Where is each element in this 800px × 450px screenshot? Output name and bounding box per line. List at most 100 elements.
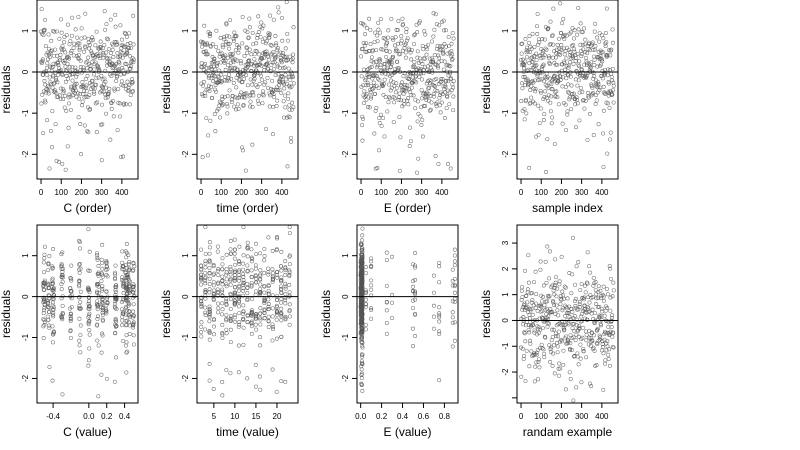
data-point (411, 289, 415, 294)
data-point (43, 100, 48, 105)
data-point (606, 81, 611, 86)
data-point (99, 158, 104, 163)
data-point (260, 39, 265, 44)
data-point (264, 49, 269, 54)
data-point (606, 93, 611, 98)
data-point (557, 36, 561, 41)
data-point (103, 96, 108, 100)
data-point (279, 58, 284, 63)
data-point (262, 246, 267, 251)
data-point (93, 60, 98, 65)
data-point (86, 306, 91, 311)
data-point (597, 31, 602, 36)
data-point (562, 36, 567, 41)
data-point (359, 328, 364, 333)
data-point (43, 44, 48, 49)
data-point (42, 306, 47, 311)
data-point (126, 261, 131, 266)
data-point (369, 256, 374, 261)
data-point (609, 315, 614, 320)
data-point (237, 285, 242, 290)
data-point (279, 268, 284, 273)
data-point (553, 257, 558, 262)
data-point (88, 66, 93, 71)
data-point (538, 88, 543, 93)
data-point (238, 58, 243, 63)
data-point (218, 52, 223, 57)
x-tick-label: 100 (535, 412, 549, 421)
data-point (52, 29, 57, 34)
data-point (68, 328, 73, 333)
data-point (232, 301, 237, 306)
data-point (78, 333, 83, 338)
data-point (566, 322, 571, 327)
data-point (108, 17, 113, 22)
data-point (547, 343, 552, 348)
data-point (569, 83, 574, 88)
data-point (120, 55, 125, 60)
data-point (524, 97, 529, 102)
data-point (288, 135, 293, 140)
data-point (255, 36, 260, 41)
data-point (234, 85, 239, 90)
data-point (229, 52, 234, 57)
data-point (452, 283, 457, 288)
data-point (602, 294, 607, 299)
data-point (529, 349, 534, 354)
data-point (436, 65, 440, 70)
data-point (605, 305, 610, 310)
data-point (265, 75, 270, 80)
data-point (369, 308, 374, 313)
data-point (607, 105, 612, 110)
data-point (368, 87, 373, 92)
x-tick-label: 300 (255, 188, 269, 197)
data-point (67, 56, 72, 61)
data-point (448, 64, 453, 69)
data-point (224, 33, 229, 38)
data-point (411, 344, 415, 349)
data-point (548, 100, 553, 105)
data-point (59, 263, 64, 268)
data-point (597, 333, 602, 338)
data-point (592, 29, 597, 34)
data-point (560, 75, 565, 80)
data-point (263, 41, 268, 46)
data-point (100, 312, 105, 317)
data-point (263, 80, 268, 85)
data-point (387, 61, 392, 65)
data-point (100, 300, 105, 305)
data-point (556, 366, 561, 371)
data-point (61, 90, 66, 95)
data-point (127, 309, 132, 314)
data-point (592, 63, 597, 68)
data-point (258, 317, 263, 322)
data-point (61, 88, 66, 93)
data-point (522, 63, 527, 68)
data-point (220, 45, 225, 50)
data-point (207, 329, 212, 333)
data-point (558, 1, 563, 6)
data-point (228, 327, 233, 332)
data-point (560, 306, 565, 311)
data-point (69, 304, 74, 309)
data-point (442, 42, 447, 47)
data-point (571, 321, 576, 326)
data-point (532, 328, 537, 333)
x-axis-label: E (value) (383, 425, 431, 439)
data-point (542, 95, 547, 100)
y-tick-label: -1 (181, 109, 190, 117)
data-point (601, 165, 606, 170)
data-point (279, 311, 284, 316)
data-point (102, 43, 107, 48)
data-point (230, 55, 235, 60)
data-point (131, 320, 136, 325)
data-point (609, 47, 614, 52)
data-point (126, 46, 131, 50)
data-point (90, 37, 95, 42)
data-point (104, 272, 109, 277)
y-tick-label: -2 (341, 150, 350, 158)
data-point (241, 303, 246, 308)
data-point (546, 314, 551, 319)
data-point (253, 384, 258, 389)
